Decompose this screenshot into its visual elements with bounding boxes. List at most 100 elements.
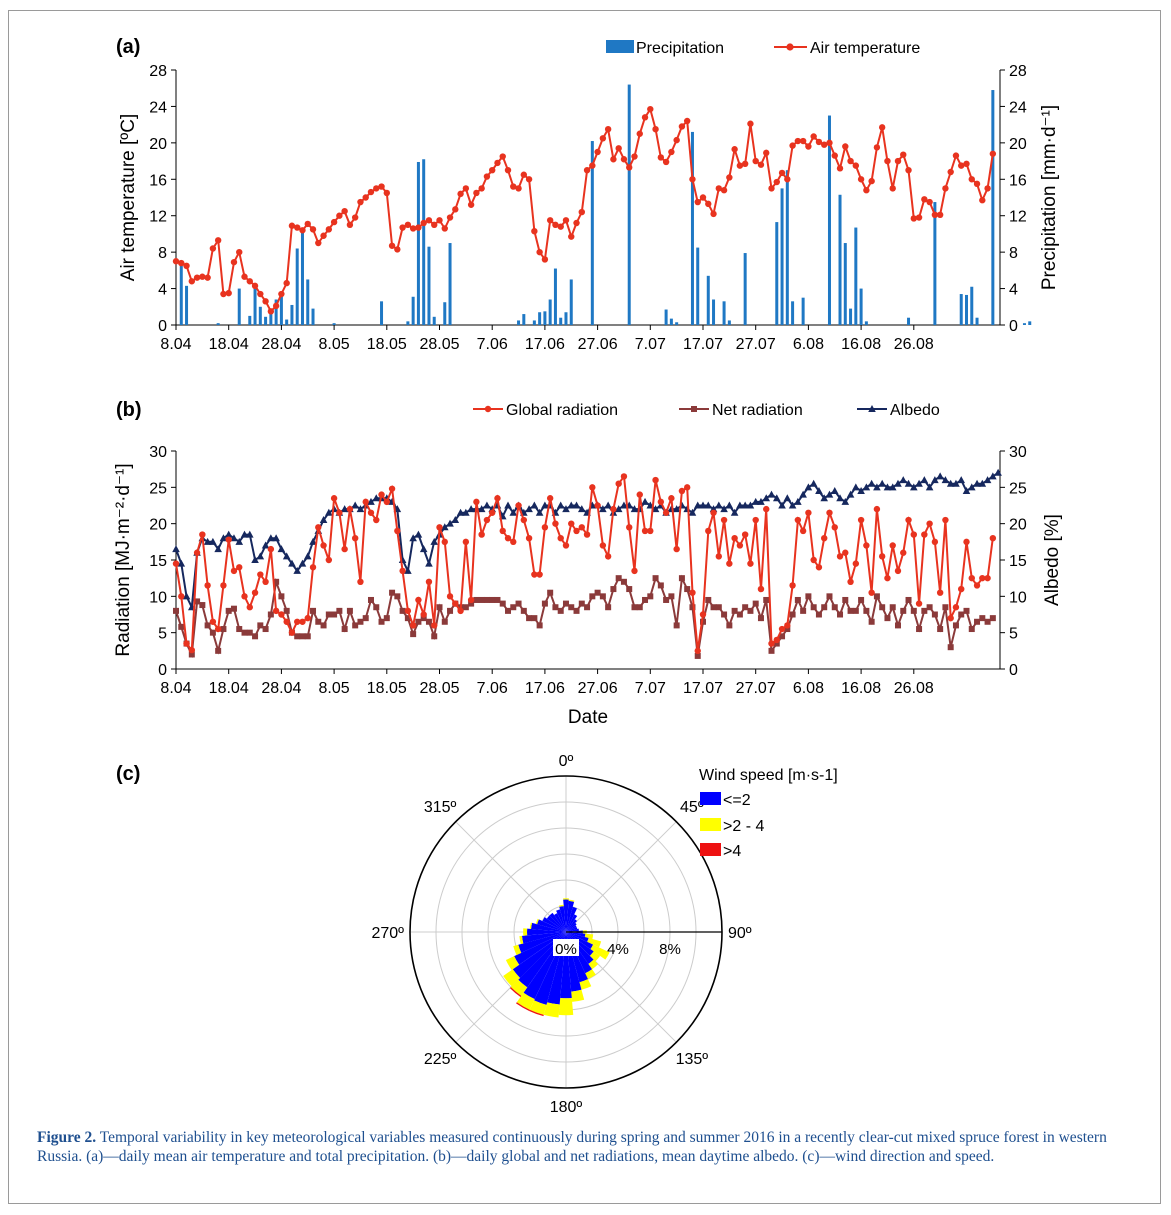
global-radiation-point xyxy=(557,535,564,542)
wind-sector-mid xyxy=(503,969,521,987)
air-temperature-point xyxy=(446,214,454,221)
albedo-point xyxy=(978,479,987,487)
albedo-point xyxy=(983,476,992,484)
net-radiation-point xyxy=(399,607,406,614)
panel-a-xtick-label: 18.05 xyxy=(367,336,407,353)
air-temperature-point xyxy=(931,211,939,219)
air-temperature-point xyxy=(942,185,949,192)
albedo-point xyxy=(946,479,955,487)
air-temperature-point xyxy=(852,162,860,169)
global-radiation-point xyxy=(546,495,554,502)
global-radiation-point xyxy=(878,553,886,560)
air-temperature-point xyxy=(736,162,744,169)
precipitation-bar xyxy=(179,265,183,325)
global-radiation-point xyxy=(357,578,364,585)
precipitation-bar xyxy=(553,268,557,325)
net-radiation-point xyxy=(794,596,801,603)
net-radiation-point xyxy=(410,631,417,638)
precipitation-bar xyxy=(590,141,594,325)
albedo-point xyxy=(957,476,966,484)
net-radiation-point xyxy=(989,615,996,622)
albedo-point xyxy=(693,501,702,509)
legend-albedo-label: Albedo xyxy=(890,402,940,419)
panel-a-y2tick-label: 20 xyxy=(1009,136,1027,153)
wind-sector-low xyxy=(566,932,589,942)
precipitation-bar xyxy=(253,286,257,325)
panel-a-xtick-label: 27.07 xyxy=(736,336,776,353)
precipitation-bar xyxy=(427,246,431,325)
global-radiation-point xyxy=(294,618,301,625)
legend-precipitation-label: Precipitation xyxy=(636,40,724,57)
legend-global-radiation-label: Global radiation xyxy=(506,402,618,419)
global-radiation-point xyxy=(193,549,201,556)
albedo-point xyxy=(920,476,929,484)
panel-a-ytick-label: 0 xyxy=(158,318,167,335)
net-radiation-point xyxy=(373,604,380,611)
wind-sector-mid xyxy=(584,933,594,940)
global-radiation-point xyxy=(857,516,865,524)
albedo-point xyxy=(309,537,317,545)
net-radiation-point xyxy=(636,604,643,611)
global-radiation-point xyxy=(373,516,380,524)
net-radiation-point xyxy=(394,593,401,600)
albedo-point xyxy=(298,559,307,567)
wind-sector-high xyxy=(509,987,522,997)
global-radiation-point xyxy=(230,567,238,575)
precipitation-bar xyxy=(269,309,273,325)
net-radiation-point xyxy=(642,596,649,603)
precipitation-bar xyxy=(285,319,289,325)
global-radiation-point xyxy=(288,629,296,636)
panel-a-y2tick-label: 4 xyxy=(1009,282,1018,299)
air-temperature-point xyxy=(436,217,443,224)
air-temperature-point xyxy=(589,162,596,169)
net-radiation-point xyxy=(721,611,728,618)
net-radiation-point xyxy=(979,615,986,622)
panel-b-xtick-label: 6.08 xyxy=(793,680,824,697)
net-radiation-point xyxy=(652,575,659,582)
net-radiation-point xyxy=(879,604,886,611)
albedo-point xyxy=(973,479,981,487)
net-radiation-point xyxy=(404,615,411,622)
albedo-point xyxy=(720,505,728,513)
panel-b-y2tick-label: 5 xyxy=(1009,626,1018,643)
global-radiation-point xyxy=(172,560,180,567)
global-radiation-point xyxy=(541,524,549,531)
albedo-point xyxy=(572,501,581,509)
albedo-point xyxy=(841,497,850,505)
net-radiation-point xyxy=(283,607,290,614)
net-radiation-point xyxy=(547,589,554,596)
net-radiation-point xyxy=(209,629,216,636)
precipitation-bar xyxy=(569,279,573,325)
global-radiation-point xyxy=(947,614,954,622)
air-temperature-point xyxy=(452,206,459,213)
global-radiation-point xyxy=(525,535,533,542)
net-radiation-point xyxy=(773,640,780,647)
albedo-point xyxy=(804,483,813,491)
net-radiation-point xyxy=(815,611,822,618)
wind-rose-center-label-bg xyxy=(553,939,579,956)
precipitation-bar xyxy=(411,296,415,325)
precipitation-bar xyxy=(722,301,726,325)
global-radiation-point xyxy=(736,542,744,549)
air-temperature-point xyxy=(504,166,512,174)
air-temperature-point xyxy=(947,168,954,176)
albedo-point xyxy=(836,494,844,502)
albedo-point xyxy=(351,501,359,509)
global-radiation-point xyxy=(900,549,907,556)
global-radiation-point xyxy=(615,480,622,487)
albedo-point xyxy=(556,501,565,509)
air-temperature-point xyxy=(863,187,870,194)
air-temperature-point xyxy=(868,177,875,185)
net-radiation-point xyxy=(462,604,469,611)
net-radiation-point xyxy=(610,586,617,593)
air-temperature-point xyxy=(936,211,944,219)
legend-net-radiation-label: Net radiation xyxy=(712,402,803,419)
wind-sector-mid xyxy=(579,979,592,990)
precipitation-bar xyxy=(264,316,268,325)
albedo-point xyxy=(794,497,802,505)
air-temperature-point xyxy=(578,208,585,216)
albedo-point xyxy=(282,552,291,560)
air-temperature-point xyxy=(278,290,285,298)
net-radiation-point xyxy=(726,622,733,629)
global-radiation-point xyxy=(604,553,612,560)
